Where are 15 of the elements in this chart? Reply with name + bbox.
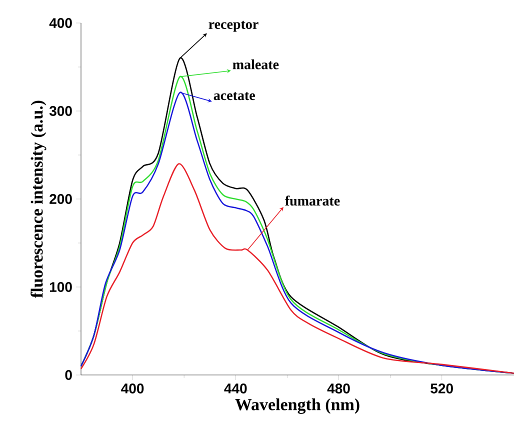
y-tick-label: 400 (49, 18, 72, 28)
legend-label: receptor (208, 20, 258, 32)
x-tick-label: 400 (121, 384, 144, 394)
x-tick-label: 440 (224, 384, 247, 394)
x-tick-label: 480 (327, 384, 350, 394)
y-tick-label: 300 (49, 106, 72, 116)
y-tick-label: 200 (50, 194, 72, 204)
y-axis-title: fluorescence intensity (a.u.) (30, 100, 46, 298)
y-tick-label: 100 (50, 282, 72, 292)
legend-label: fumarate (285, 196, 340, 206)
y-tick-label: 0 (65, 370, 72, 380)
legend-label: acetate (214, 92, 255, 100)
x-tick-label: 520 (430, 384, 453, 394)
x-axis-title: Wavelength (nm) (235, 398, 360, 414)
legend-label: maleate (232, 59, 279, 70)
